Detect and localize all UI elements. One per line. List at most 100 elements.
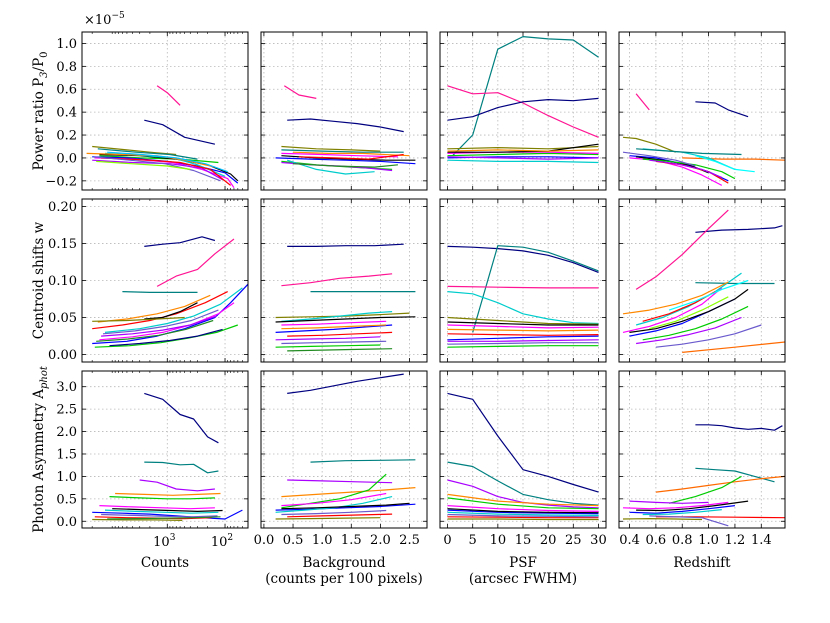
series-line-r2-c0-s6	[92, 509, 243, 520]
series-line-r2-c3-s10	[629, 500, 709, 504]
series-line-r1-c3-s12	[636, 316, 742, 345]
series-line-r2-c3-s4	[668, 475, 742, 504]
y-tick-label: 3.0	[56, 380, 77, 395]
series-line-r1-c2-s5	[447, 316, 599, 325]
series-line-r2-c2-s2	[447, 461, 599, 506]
x-tick-label: 2.5	[399, 533, 420, 548]
series-line-r0-c2-s2	[447, 85, 599, 138]
y-tick-label: 2.0	[56, 425, 77, 440]
series-line-r1-c3-s11	[622, 281, 729, 315]
panel-r2-c2	[439, 370, 607, 529]
series-line-r2-c0-s8	[104, 509, 219, 514]
series-line-r2-c2-s5	[447, 497, 599, 510]
series-line-r1-c1-s12	[275, 336, 381, 341]
panel-r0-c1	[260, 31, 428, 191]
series-line-r2-c0-s3	[139, 479, 215, 492]
x-axis-sublabel-background: (counts per 100 pixels)	[265, 571, 423, 587]
x-tick-label: 0.4	[619, 533, 640, 548]
series-line-r0-c0-s11	[101, 157, 231, 186]
series-line-r2-c1-s6	[275, 503, 416, 511]
series-line-r2-c0-s11	[92, 518, 183, 521]
series-line-r0-c1-s6	[287, 159, 375, 175]
series-line-r0-c3-s2	[695, 101, 749, 118]
x-tick-label: 1.0	[698, 533, 719, 548]
series-line-r0-c3-s14	[622, 151, 696, 167]
x-tick-label: 0.5	[283, 533, 304, 548]
series-line-r2-c1-s4	[281, 487, 416, 498]
y-axis-label-centroid: Centroid shifts w	[31, 221, 47, 339]
x-axis-sublabel-psf: (arcsec FWHM)	[469, 571, 577, 587]
x-tick-label: 0	[443, 533, 451, 548]
series-line-r1-c1-s4	[275, 312, 410, 319]
series-line-r0-c0-s4	[99, 155, 219, 164]
series-line-r1-c2-s13	[447, 342, 599, 345]
series-line-r1-c3-s9	[629, 288, 749, 333]
series-line-r0-c3-s12	[649, 159, 723, 178]
x-tick-label: 0.6	[646, 533, 667, 548]
series-line-r2-c2-s1	[447, 392, 599, 493]
series-line-r1-c1-s8	[281, 311, 393, 322]
series-line-r2-c1-s10	[287, 513, 393, 518]
series-line-r1-c3-s7	[642, 305, 749, 341]
x-tick-label: 102	[211, 533, 233, 550]
series-line-r2-c2-s11	[447, 518, 599, 521]
x-tick-label: 15	[515, 533, 532, 548]
series-line-r1-c0-s9	[144, 302, 198, 320]
series-line-r1-c1-s2	[281, 273, 393, 287]
series-line-r1-c0-s10	[97, 294, 211, 323]
y-tick-label: 0.10	[48, 274, 77, 289]
series-line-r1-c1-s14	[287, 348, 393, 352]
series-line-r1-c3-s6	[622, 287, 723, 333]
x-tick-label: 0.0	[254, 533, 275, 548]
series-line-r0-c2-s8	[447, 143, 599, 153]
y-tick-label: 0.5	[56, 492, 77, 507]
series-line-r2-c1-s8	[275, 496, 393, 513]
panel-r0-c0	[81, 31, 249, 191]
series-line-r1-c2-s11	[447, 328, 599, 332]
series-line-r2-c1-s7	[281, 492, 387, 507]
y-tick-label: 1.0	[56, 470, 77, 485]
y-tick-label: 0.8	[56, 60, 77, 75]
series-line-r0-c3-s4	[682, 157, 785, 161]
series-line-r0-c0-s14	[107, 151, 228, 173]
series-line-r0-c1-s1	[283, 85, 317, 99]
series-line-r0-c1-s3	[281, 145, 381, 152]
series-line-r0-c0-s3	[92, 145, 177, 156]
series-line-r1-c3-s1	[695, 225, 783, 233]
panel-frame	[81, 31, 249, 191]
series-line-r0-c1-s9	[292, 151, 410, 157]
series-line-r0-c2-s3	[447, 97, 599, 121]
series-line-r2-c3-s5	[629, 505, 735, 514]
x-tick-label: 10	[490, 533, 507, 548]
series-line-r1-c0-s4	[92, 283, 248, 345]
y-axis-label-asym: Photon Asymmetry Aphot	[31, 365, 50, 533]
series-line-r2-c3-s8	[636, 500, 749, 512]
series-line-r2-c0-s2	[144, 461, 219, 474]
series-line-r1-c3-s2	[635, 209, 729, 290]
series-line-r2-c1-s3	[287, 479, 393, 484]
series-line-r1-c2-s10	[447, 333, 599, 336]
y-tick-label: 0.0	[56, 151, 77, 166]
series-line-r0-c0-s5	[92, 156, 239, 184]
panel-r1-c0	[81, 198, 249, 363]
series-line-r0-c3-s11	[636, 148, 742, 156]
x-tick-label: 1.4	[751, 533, 772, 548]
series-line-r1-c0-s3	[122, 291, 198, 293]
x-tick-label: 103	[153, 533, 176, 550]
series-line-r1-c1-s10	[287, 331, 393, 337]
y-axis-label-power_ratio: Power ratio P3/P0	[31, 51, 50, 170]
x-tick-label: 0.8	[672, 533, 693, 548]
series-line-r1-c2-s6	[447, 335, 599, 341]
series-line-r1-c0-s5	[99, 302, 235, 341]
series-line-r1-c3-s15	[649, 296, 729, 330]
series-line-r1-c1-s9	[275, 316, 416, 323]
series-line-r1-c3-s4	[682, 341, 785, 353]
y-tick-label: −0.2	[45, 174, 77, 189]
series-line-r1-c0-s13	[109, 328, 223, 347]
series-line-r1-c1-s6	[281, 320, 387, 326]
x-tick-label: 1.0	[312, 533, 333, 548]
series-line-r1-c2-s4	[447, 291, 599, 325]
series-line-r1-c3-s14	[668, 279, 749, 311]
series-line-r1-c3-s3	[695, 282, 775, 285]
